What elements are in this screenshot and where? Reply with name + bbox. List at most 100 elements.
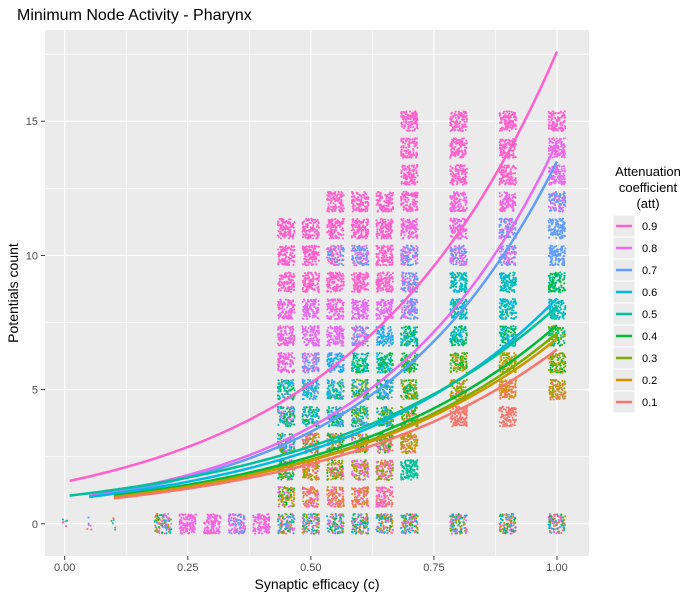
data-point xyxy=(404,524,407,527)
data-point xyxy=(280,378,283,381)
data-point xyxy=(508,525,511,528)
data-point xyxy=(159,518,162,521)
data-point xyxy=(258,525,261,528)
data-point xyxy=(328,521,331,524)
data-point xyxy=(385,490,388,493)
data-point xyxy=(242,522,245,525)
data-point xyxy=(286,413,289,417)
data-point xyxy=(405,514,408,517)
data-point xyxy=(230,528,233,532)
data-point xyxy=(336,469,339,472)
data-point xyxy=(391,528,395,532)
data-point xyxy=(506,531,509,534)
data-point xyxy=(316,406,319,409)
data-point xyxy=(304,441,307,444)
data-point xyxy=(550,517,553,520)
data-point xyxy=(360,513,363,516)
data-point xyxy=(232,512,235,516)
data-point xyxy=(158,531,161,534)
data-point xyxy=(290,489,293,492)
data-point xyxy=(310,437,313,440)
data-point xyxy=(307,434,310,437)
data-point xyxy=(501,405,505,408)
data-point xyxy=(190,528,193,531)
data-point xyxy=(461,416,464,419)
data-point xyxy=(281,477,285,480)
data-point xyxy=(305,516,308,519)
data-point xyxy=(291,418,294,421)
data-point xyxy=(338,531,341,535)
data-point xyxy=(280,437,283,440)
data-point xyxy=(254,519,257,522)
data-point xyxy=(238,522,242,525)
data-point xyxy=(452,407,455,410)
data-point xyxy=(302,491,305,494)
data-point xyxy=(218,525,221,528)
data-point xyxy=(306,519,309,522)
data-point xyxy=(302,520,305,523)
data-point xyxy=(308,465,311,469)
data-point xyxy=(502,530,505,533)
data-point xyxy=(503,423,507,426)
data-point xyxy=(335,406,338,409)
data-point xyxy=(385,478,389,481)
data-point xyxy=(379,504,382,507)
data-point xyxy=(307,505,310,508)
data-point xyxy=(161,520,164,523)
data-point xyxy=(286,494,289,497)
data-point xyxy=(364,459,367,462)
data-point xyxy=(499,521,502,524)
data-point xyxy=(407,411,410,414)
data-point xyxy=(243,529,246,532)
data-point xyxy=(292,378,295,382)
data-point xyxy=(160,523,163,526)
data-point xyxy=(340,513,343,516)
data-point xyxy=(284,380,287,383)
data-point xyxy=(341,467,345,470)
data-point xyxy=(163,532,167,535)
data-point xyxy=(342,390,345,393)
data-point xyxy=(375,486,378,489)
data-point xyxy=(510,517,513,520)
data-point xyxy=(375,516,378,519)
data-point xyxy=(341,441,344,444)
data-point xyxy=(459,416,462,419)
data-point xyxy=(313,415,317,418)
data-point xyxy=(455,513,458,517)
data-point xyxy=(330,478,333,481)
data-point xyxy=(405,447,408,450)
data-point xyxy=(562,525,565,528)
data-point xyxy=(338,486,341,489)
data-point xyxy=(465,410,468,413)
data-point xyxy=(281,520,284,523)
data-point xyxy=(505,522,508,526)
data-point xyxy=(284,512,287,515)
data-point xyxy=(331,513,334,516)
data-point xyxy=(379,487,382,490)
data-point xyxy=(327,492,330,495)
data-point xyxy=(87,522,90,525)
data-point xyxy=(332,434,335,437)
data-point xyxy=(391,423,394,427)
data-point xyxy=(550,527,553,530)
data-point xyxy=(386,526,389,529)
data-point xyxy=(390,514,394,517)
data-point xyxy=(551,522,554,525)
data-point xyxy=(358,474,361,477)
data-point xyxy=(506,424,509,427)
data-point xyxy=(416,522,419,526)
data-point xyxy=(510,528,513,531)
data-point xyxy=(329,504,332,508)
data-point xyxy=(190,521,193,524)
data-point xyxy=(405,465,408,468)
data-point xyxy=(360,421,363,424)
data-point xyxy=(308,422,311,425)
data-point xyxy=(181,513,184,516)
data-point xyxy=(402,473,405,476)
data-point xyxy=(361,382,364,385)
data-point xyxy=(503,521,506,525)
data-point xyxy=(400,514,403,517)
data-point xyxy=(313,529,316,532)
data-point xyxy=(286,520,289,523)
data-point xyxy=(227,529,230,532)
